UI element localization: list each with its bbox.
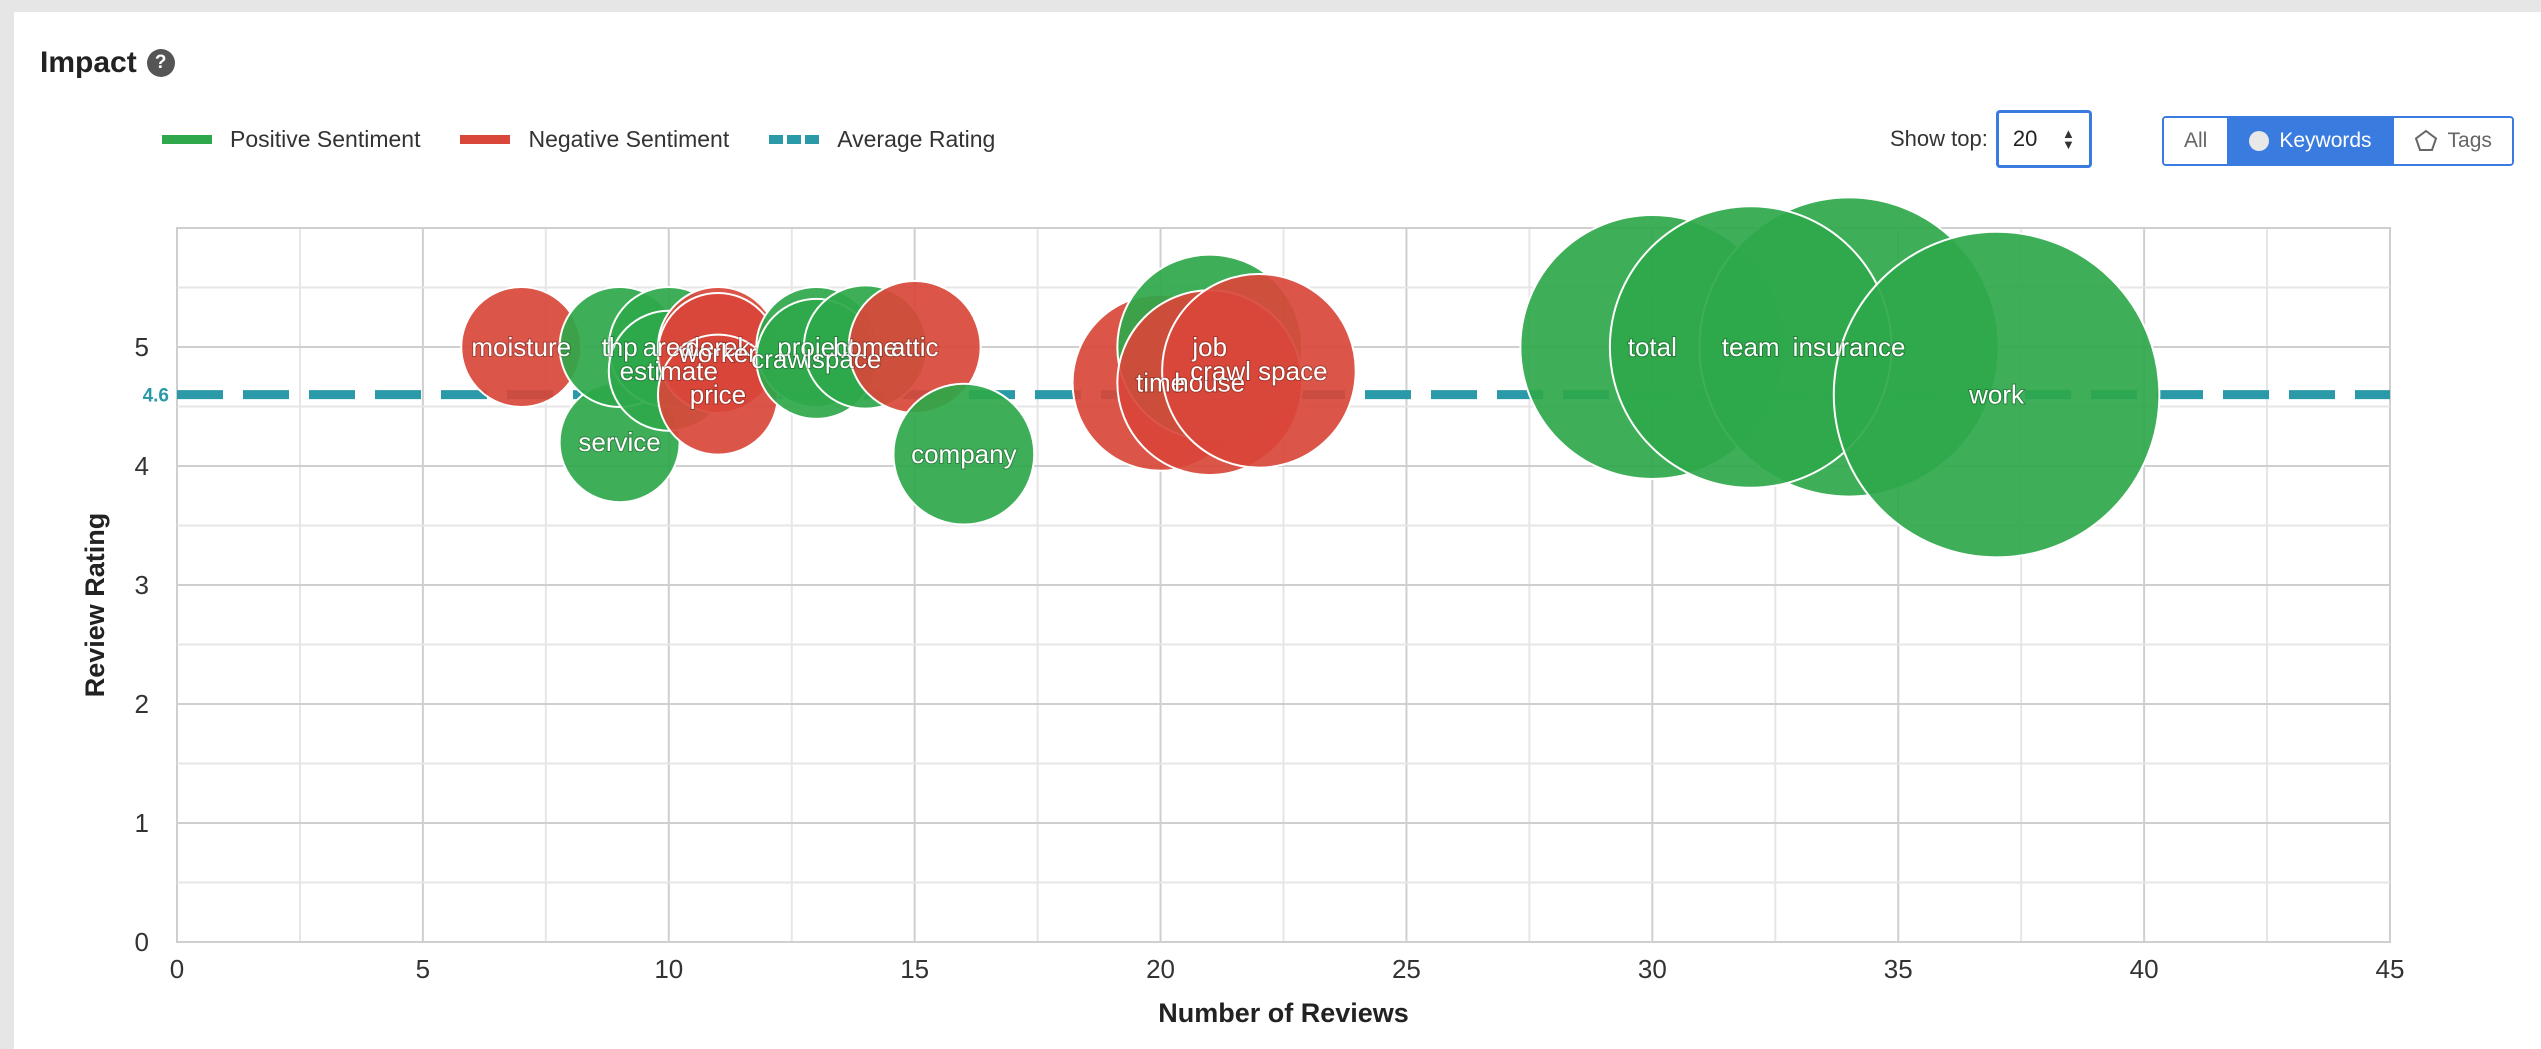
x-axis-title: Number of Reviews (1158, 998, 1409, 1028)
circle-icon (2249, 131, 2270, 151)
y-tick-label: 2 (135, 689, 149, 719)
average-rating-label: 4.6 (143, 386, 169, 407)
filter-toggle: All Keywords Tags (2162, 116, 2514, 166)
filter-all-label: All (2184, 129, 2208, 152)
bubble-label-worker: worker (678, 338, 757, 368)
bubble-label-thp: thp (602, 332, 638, 362)
x-tick-label: 0 (170, 954, 184, 984)
title-row: Impact ? (40, 46, 175, 80)
bubble-label-estimate: estimate (620, 356, 718, 386)
pentagon-icon (2414, 129, 2437, 151)
legend-positive-label: Positive Sentiment (230, 126, 421, 152)
bubble-label-job: job (1191, 332, 1227, 362)
help-icon[interactable]: ? (146, 49, 175, 77)
bubble-label-home: home (833, 332, 898, 362)
bubble-crawl-space (1161, 273, 1357, 469)
show-top-select[interactable]: 20 ▲ ▼ (1995, 110, 2092, 168)
y-tick-label: 4 (135, 451, 149, 481)
x-tick-label: 30 (1638, 954, 1667, 984)
legend-average[interactable]: Average Rating (769, 126, 995, 153)
select-arrows-icon: ▲ ▼ (2061, 126, 2075, 152)
bubble-label-work: work (1968, 380, 2025, 410)
bubble-label-house: house (1174, 368, 1245, 398)
bubble-company (892, 382, 1036, 526)
show-top-value: 20 (2012, 126, 2038, 151)
legend-average-label: Average Rating (837, 126, 996, 152)
bubble-label-team: team (1722, 332, 1780, 362)
filter-tags-label: Tags (2447, 129, 2492, 152)
bubble-label-crawlspace: crawlspace (751, 344, 881, 374)
bubble-label-insurance: insurance (1793, 332, 1906, 362)
negative-swatch (460, 135, 511, 144)
y-tick-label: 5 (135, 332, 149, 362)
legend-positive[interactable]: Positive Sentiment (162, 126, 420, 153)
legend-negative-label: Negative Sentiment (528, 126, 730, 152)
x-tick-label: 25 (1392, 954, 1421, 984)
bubble-label-derek: derek (685, 332, 751, 362)
x-tick-label: 40 (2130, 954, 2159, 984)
y-axis-title: Review Rating (80, 513, 110, 698)
legend-negative[interactable]: Negative Sentiment (460, 126, 729, 153)
x-tick-label: 10 (654, 954, 683, 984)
filter-all-button[interactable]: All (2164, 118, 2228, 164)
bubble-label-company: company (911, 439, 1017, 469)
y-tick-label: 1 (135, 808, 149, 838)
bubble-label-area: area (643, 332, 696, 362)
average-swatch (769, 135, 820, 144)
bubble-label-time: time (1136, 368, 1185, 398)
x-tick-label: 15 (900, 954, 929, 984)
y-tick-label: 0 (135, 927, 149, 957)
positive-swatch (162, 135, 212, 144)
x-tick-label: 5 (416, 954, 430, 984)
bubble-label-attic: attic (891, 332, 939, 362)
bubble-label-total: total (1628, 332, 1677, 362)
filter-tags-button[interactable]: Tags (2391, 118, 2512, 164)
filter-keywords-button[interactable]: Keywords (2227, 118, 2392, 164)
x-tick-label: 35 (1884, 954, 1913, 984)
bubble-label-project: project (777, 332, 856, 362)
chart-legend: Positive Sentiment Negative Sentiment Av… (162, 126, 1035, 153)
bubble-label-moisture: moisture (471, 332, 571, 362)
x-tick-label: 20 (1146, 954, 1175, 984)
bubble-label-service: service (578, 427, 660, 457)
bubble-work (1832, 230, 2161, 559)
page-title: Impact (40, 46, 137, 79)
show-top-label: Show top: (1890, 126, 1988, 151)
bubble-label-crawl-space: crawl space (1190, 356, 1327, 386)
bubble-label-price: price (690, 380, 746, 410)
x-tick-label: 45 (2376, 954, 2405, 984)
filter-keywords-label: Keywords (2279, 129, 2372, 152)
show-top-control: Show top: 20 ▲ ▼ (1890, 110, 2092, 168)
y-tick-label: 3 (135, 570, 149, 600)
